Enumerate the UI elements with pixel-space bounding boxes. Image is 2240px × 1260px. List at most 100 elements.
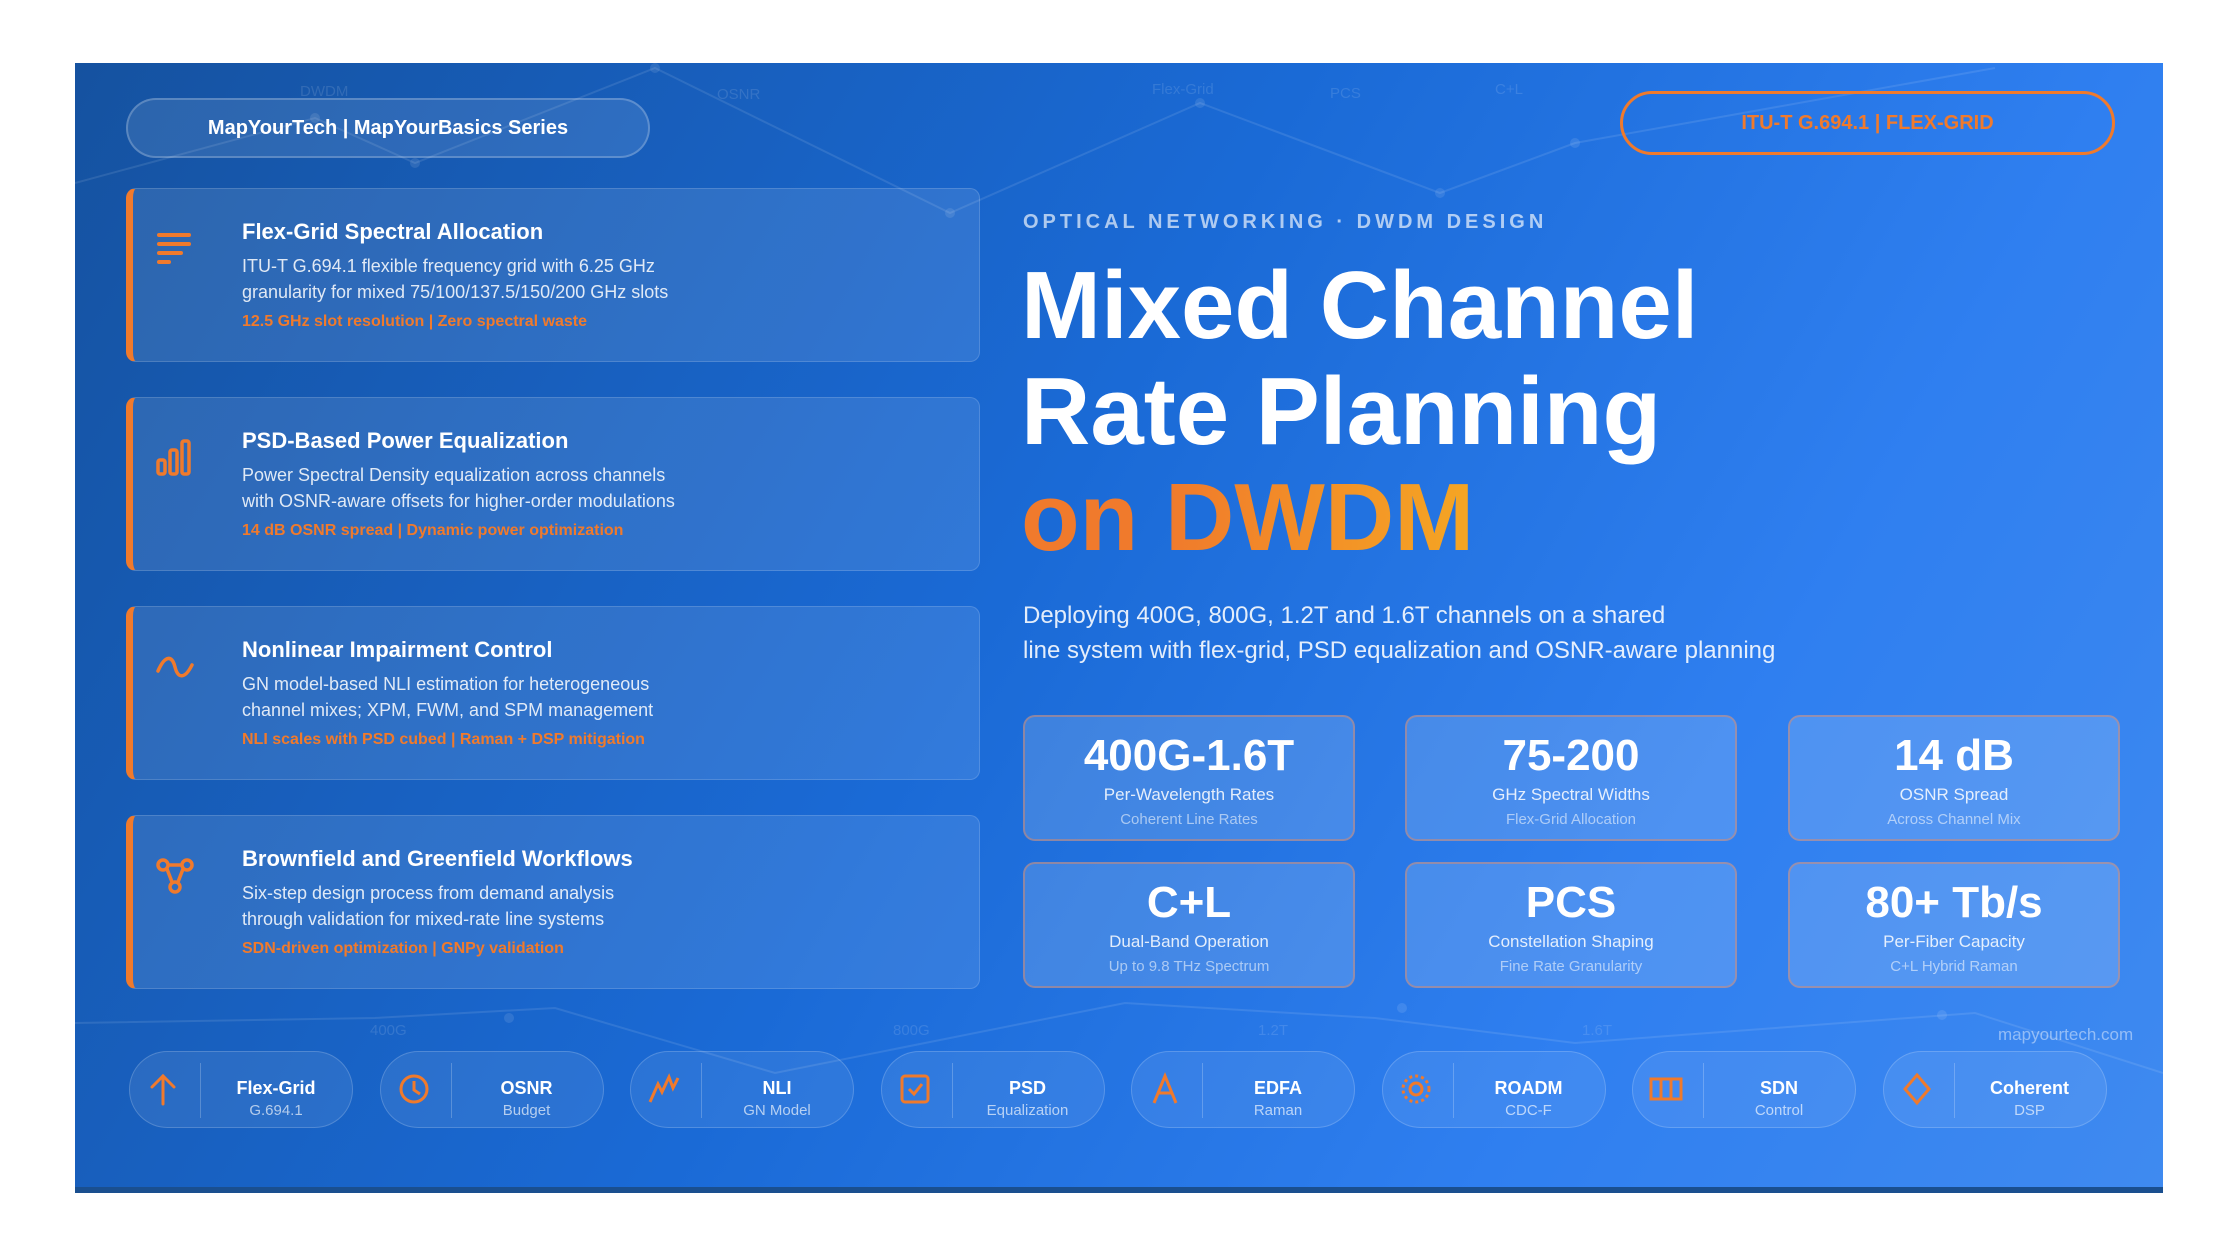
chip-osnr: OSNR Budget [379,1051,604,1128]
feature-title: PSD-Based Power Equalization [242,428,569,453]
sun-icon [1401,1074,1430,1104]
chip-sub: CDC-F [1505,1102,1552,1119]
feature-title: Nonlinear Impairment Control [242,637,553,662]
brand-pill: MapYourTech | MapYourBasics Series [126,98,650,158]
columns-icon [1649,1077,1683,1101]
stat-card: 14 dB OSNR Spread Across Channel Mix [1788,715,2120,841]
divider [450,1063,452,1118]
chip-name: ROADM [1494,1078,1563,1098]
bg-label: 1.2T [1258,1022,1288,1039]
stat-value: 75-200 [1502,731,1640,780]
chip-sdn: SDN Control [1632,1051,1856,1128]
desc-line: Power Spectral Density equalization acro… [242,465,666,485]
feature-highlight: 12.5 GHz slot resolution | Zero spectral… [242,313,588,330]
bg-label: C+L [1495,81,1523,98]
divider [1452,1063,1454,1118]
chip-name: EDFA [1253,1078,1302,1098]
stat-card: 80+ Tb/s Per-Fiber Capacity C+L Hybrid Ram… [1788,862,2120,988]
hero-description: Deploying 400G, 800G, 1.2T and 1.6T chan… [1023,598,1775,668]
chip-flex-grid: Flex-Grid G.694.1 [129,1051,353,1128]
stat-label: Constellation Shaping [1488,932,1654,951]
network-nodes-icon [156,858,194,894]
desc-line: Six-step design process from demand anal… [242,883,615,903]
stat-card: 400G-1.6T Per-Wavelength Rates Coherent Li… [1023,715,1355,841]
bg-label: 1.6T [1582,1022,1612,1039]
divider [701,1063,702,1118]
desc-line: through validation for mixed-rate line s… [242,909,605,929]
desc-line: channel mixes; XPM, FWM, and SPM managem… [242,700,654,720]
zigzag-icon [648,1073,680,1103]
chip-name: OSNR [500,1078,553,1098]
chip-roadm: ROADM CDC-F [1381,1051,1606,1128]
bg-label: Flex-Grid [1152,81,1214,98]
desc-line: with OSNR-aware offsets for higher-order… [242,491,675,511]
desc-line: Deploying 400G, 800G, 1.2T and 1.6T chan… [1023,602,1666,629]
stat-sub: Fine Rate Granularity [1499,958,1643,975]
stat-label: Per-Fiber Capacity [1883,932,2025,951]
chip-name: PSD [1008,1078,1046,1098]
stat-value: 80+ Tb/s [1865,878,2043,927]
standard-badge: ITU-T G.694.1 | FLEX-GRID [1620,91,2115,155]
title-on: on [1021,464,1165,571]
bg-label: 800G [893,1022,930,1039]
stat-sub: Across Channel Mix [1887,811,2021,828]
divider [200,1063,201,1118]
stat-label: GHz Spectral Widths [1492,785,1650,804]
page-title: Mixed Channel Rate Planning on DWDM [1021,253,1698,571]
feature-highlight: SDN-driven optimization | GNPy validatio… [242,940,564,957]
desc-line: granularity for mixed 75/100/137.5/150/2… [242,282,669,302]
stat-card: C+L Dual-Band Operation Up to 9.8 THz Spec… [1023,862,1355,988]
stat-value: PCS [1525,878,1617,927]
chip-sub: Budget [502,1102,551,1119]
stat-card: 75-200 GHz Spectral Widths Flex-Grid Alloc… [1405,715,1737,841]
stat-label: OSNR Spread [1899,785,2009,804]
eyebrow: OPTICAL NETWORKING · DWDM DESIGN [1023,211,1548,233]
title-line: Rate Planning [1021,358,1662,465]
divider [1953,1063,1955,1118]
feature-card-nli: Nonlinear Impairment Control GN model-ba… [126,606,980,780]
slide: DWDM OSNR Flex-Grid PCS C+L 400G 800G 1.… [75,63,2163,1193]
feature-card-flex-grid: Flex-Grid Spectral Allocation ITU-T G.69… [126,188,980,362]
stat-sub: Coherent Line Rates [1120,811,1258,828]
stat-value: 14 dB [1894,731,2014,780]
chip-sub: G.694.1 [249,1102,303,1119]
bg-label: OSNR [717,86,761,103]
chip-coherent: Coherent DSP [1882,1051,2107,1128]
clock-icon [399,1074,428,1104]
divider [1703,1063,1704,1118]
divider [951,1063,953,1118]
checkbox-icon [900,1074,929,1104]
stat-label: Dual-Band Operation [1109,932,1269,951]
stat-sub: C+L Hybrid Raman [1890,958,2018,975]
chip-sub: GN Model [743,1102,811,1119]
stat-value: 400G-1.6T [1083,731,1295,780]
feature-card-workflows: Brownfield and Greenfield Workflows Six-… [126,815,980,989]
chip-psd: PSD Equalization [880,1051,1105,1128]
chip-name: Coherent [1989,1078,2069,1098]
chip-sub: DSP [2014,1102,2045,1119]
amplifier-icon [1152,1072,1178,1104]
stat-label: Per-Wavelength Rates [1103,785,1275,804]
desc-line: GN model-based NLI estimation for hetero… [242,674,650,694]
feature-highlight: NLI scales with PSD cubed | Raman + DSP … [242,731,645,748]
desc-line: ITU-T G.694.1 flexible frequency grid wi… [242,256,655,276]
bg-label: DWDM [300,83,348,100]
feature-title: Brownfield and Greenfield Workflows [242,846,633,871]
chip-sub: Control [1754,1102,1804,1119]
divider [1202,1063,1203,1118]
bg-label: 400G [370,1022,407,1039]
title-dwdm: DWDM [1164,464,1475,571]
chip-name: SDN [1759,1078,1798,1098]
feature-card-psd: PSD-Based Power Equalization Power Spect… [126,397,980,571]
stat-sub: Up to 9.8 THz Spectrum [1108,958,1270,975]
title-line: Mixed Channel [1021,252,1699,359]
feature-description: Power Spectral Density equalization acro… [242,462,962,514]
stat-value: C+L [1146,878,1232,927]
feature-description: Six-step design process from demand anal… [242,880,962,932]
list-lines-icon [157,233,191,264]
title-line: on DWDM [1021,465,1698,571]
stat-sub: Flex-Grid Allocation [1505,811,1637,828]
feature-title: Flex-Grid Spectral Allocation [242,219,544,244]
chip-sub: Equalization [986,1102,1069,1119]
bar-chart-icon [156,439,191,476]
